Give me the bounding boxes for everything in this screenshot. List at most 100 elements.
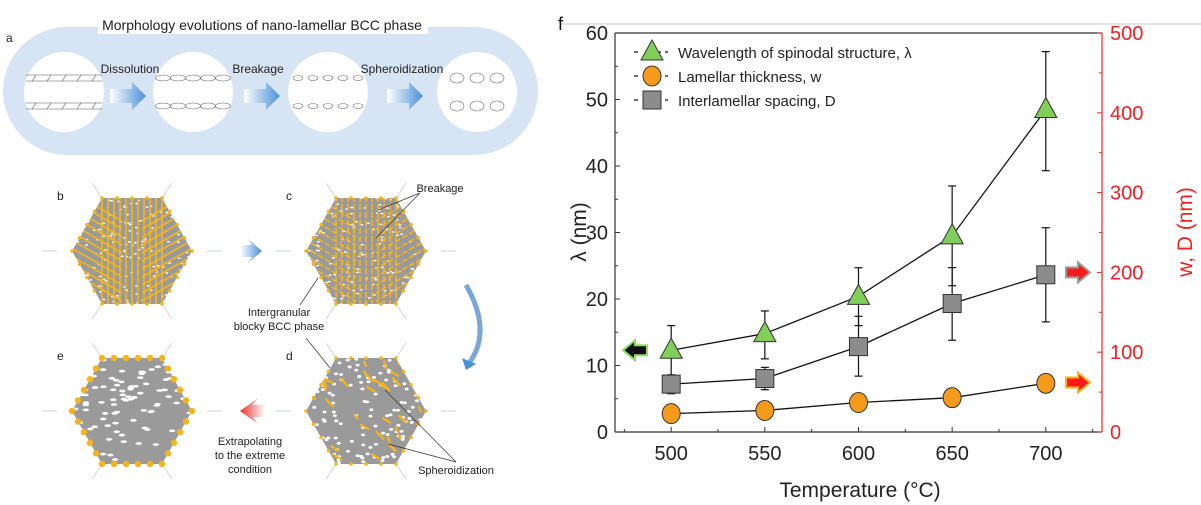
blocky-bcc-particle: [326, 209, 331, 214]
white-phase: [115, 294, 119, 297]
white-phase: [322, 410, 327, 414]
lamella-fragment: [322, 381, 327, 392]
y2-tick-label: 100: [1110, 342, 1143, 364]
y2-tick-label: 300: [1110, 183, 1143, 205]
white-phase: [98, 275, 102, 278]
lamella-fragment: [394, 426, 399, 433]
white-phase: [170, 216, 174, 218]
morphology-circle: [153, 52, 233, 132]
blocky-bcc-particle: [182, 235, 187, 240]
blocky-bcc-particle: [80, 429, 88, 436]
white-phase: [306, 199, 310, 202]
lamella-fragment: [373, 379, 383, 386]
white-phase: [368, 446, 373, 449]
white-phase: [336, 203, 340, 205]
blocky-bcc-particle: [364, 196, 368, 200]
spheroid: [469, 72, 485, 84]
white-phase: [128, 229, 132, 232]
step-label-breakage: Breakage: [232, 62, 284, 76]
white-phase: [315, 390, 320, 394]
blocky-bcc-particle: [167, 288, 172, 293]
white-phase: [369, 408, 374, 412]
white-phase: [74, 238, 78, 241]
white-phase: [80, 212, 84, 214]
white-phase: [316, 240, 320, 243]
blocky-bcc-particle: [401, 288, 406, 293]
white-phase: [331, 410, 336, 414]
step-arrows: [110, 82, 423, 110]
white-phase: [314, 423, 319, 427]
white-phase: [381, 431, 386, 435]
grain-boundary: [395, 342, 407, 359]
white-phase: [365, 452, 370, 456]
panel-label-c: c: [286, 189, 292, 203]
white-phase: [82, 408, 90, 412]
white-phase: [72, 380, 79, 384]
white-phase: [306, 230, 310, 232]
blocky-bcc-particle: [182, 262, 187, 267]
white-phase: [148, 368, 155, 371]
blocky-bcc-particle: [319, 435, 323, 440]
data-point-square: [849, 337, 868, 357]
white-phase: [132, 384, 139, 388]
white-phase: [422, 358, 426, 362]
white-phase: [72, 359, 77, 363]
white-phase: [361, 443, 366, 447]
white-phase: [371, 376, 376, 379]
lamella-tick: [61, 102, 67, 110]
white-phase: [384, 198, 388, 200]
white-phase: [354, 358, 359, 361]
leader-line: [305, 337, 331, 369]
white-phase: [148, 409, 155, 413]
lamella-fragment: [370, 453, 380, 460]
left-axis-arrow-icon: [621, 338, 648, 363]
white-phase: [126, 302, 130, 304]
white-phase: [118, 380, 125, 384]
white-phase: [137, 376, 144, 380]
white-phase: [373, 424, 378, 428]
lamella-tick: [46, 74, 52, 82]
blocky-bcc-particle: [160, 196, 164, 200]
grain-boundary: [395, 182, 407, 199]
white-phase: [331, 297, 335, 299]
blocky-bcc-particle: [158, 460, 166, 468]
blocky-bcc-particle: [145, 196, 149, 200]
blocky-bcc-particle: [176, 386, 184, 393]
white-phase: [320, 283, 324, 286]
lamella-fragment: [318, 370, 323, 381]
blocky-bcc-particle: [311, 422, 316, 427]
lamella-fragment: [381, 417, 392, 424]
lamella: [306, 246, 357, 278]
arrow-b-to-c-icon: [240, 238, 262, 264]
white-phase: [82, 401, 90, 404]
white-phase: [102, 412, 109, 415]
blocky-bcc-particle: [409, 382, 413, 387]
leader-line: [299, 277, 319, 306]
white-phase: [336, 461, 341, 464]
blocky-bcc-particle: [68, 407, 76, 415]
grain-boundary: [325, 463, 337, 480]
lamella: [72, 254, 123, 286]
white-phase: [342, 230, 346, 233]
white-phase: [322, 420, 327, 423]
white-phase: [307, 421, 312, 424]
white-phase: [108, 376, 116, 380]
series-circle: [661, 372, 1056, 425]
blocky-bcc-particle: [92, 365, 100, 372]
white-phase: [407, 416, 412, 420]
blocky-bcc-particle: [349, 462, 353, 466]
white-phase: [177, 233, 181, 236]
white-phase: [328, 274, 332, 276]
white-phase: [102, 278, 106, 281]
white-phase: [416, 372, 421, 376]
white-phase: [185, 217, 189, 219]
blocky-bcc-particle: [122, 460, 130, 468]
white-phase: [315, 234, 319, 237]
y-axis-label: λ (nm): [568, 202, 591, 262]
lamella-fragment: [375, 430, 385, 440]
legend-marker-square: [642, 90, 662, 110]
white-phase: [404, 387, 409, 391]
white-phase: [166, 240, 170, 243]
grain-hexagon-d: [276, 342, 456, 480]
